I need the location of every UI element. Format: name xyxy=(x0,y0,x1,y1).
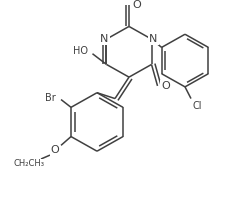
Text: O: O xyxy=(51,145,59,155)
Text: CH₂CH₃: CH₂CH₃ xyxy=(13,159,45,168)
Text: O: O xyxy=(133,0,141,10)
Text: HO: HO xyxy=(73,46,88,56)
Text: Br: Br xyxy=(45,93,55,103)
Text: O: O xyxy=(161,81,170,91)
Text: N: N xyxy=(149,34,158,44)
Text: Cl: Cl xyxy=(192,101,202,111)
Text: N: N xyxy=(100,34,109,44)
